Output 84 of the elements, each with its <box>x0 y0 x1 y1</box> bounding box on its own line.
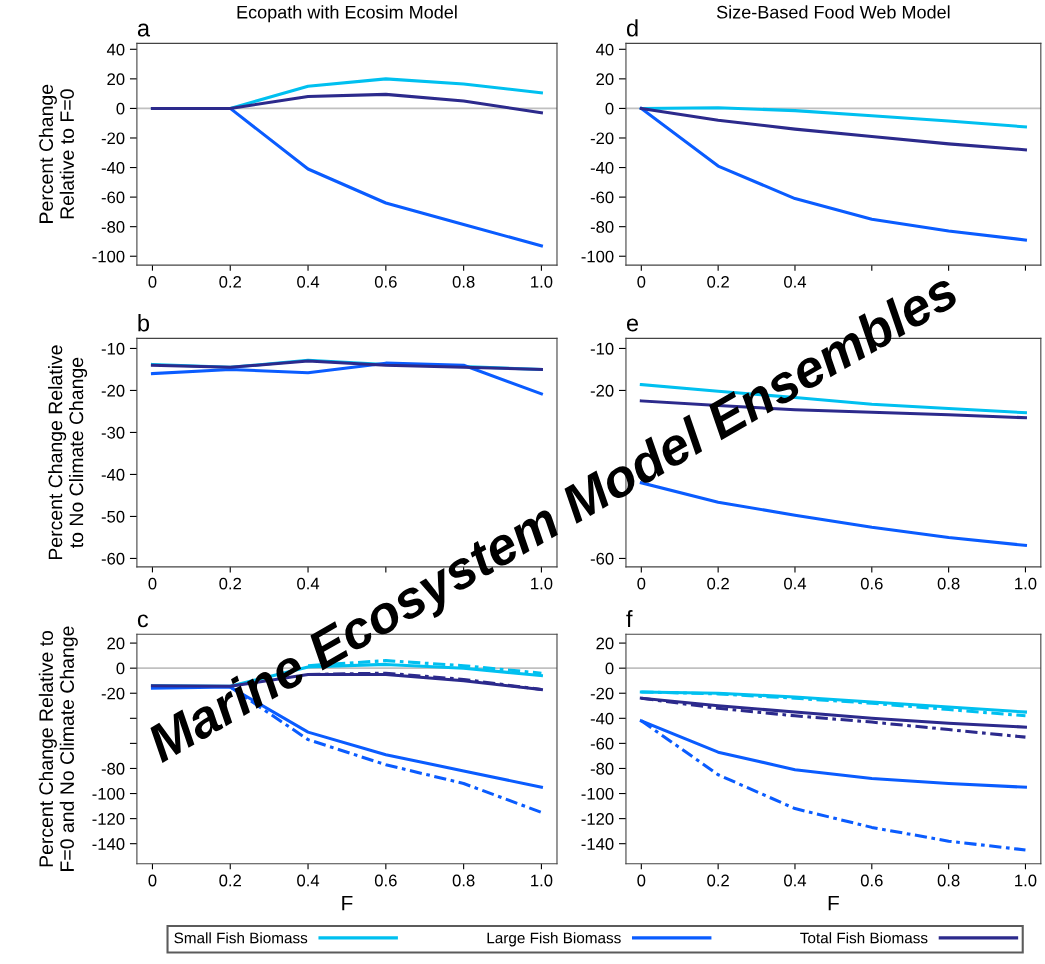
y-tick-label: -40 <box>590 712 614 725</box>
y-tick-label: -140 <box>92 838 125 850</box>
x-tick-label: 0 <box>637 577 646 590</box>
x-tick-label: 0.4 <box>297 874 320 887</box>
text: e <box>626 318 639 332</box>
chart-title: Ecopath with Ecosim Model <box>237 5 457 23</box>
y-tick-label: 40 <box>596 43 614 56</box>
x-axis-title: F <box>828 896 839 911</box>
x-tick-label: 0.4 <box>784 577 807 590</box>
y-axis-title: Percent Change Relative to No Climate Change <box>48 345 88 560</box>
y-tick-label: -10 <box>101 342 125 355</box>
y-tick-label: -20 <box>101 384 125 397</box>
y-tick-label: 0 <box>605 662 614 675</box>
y-tick-label: -120 <box>92 813 125 825</box>
x-tick-label: 0.2 <box>707 577 729 590</box>
x-tick-label: 1.0 <box>1015 577 1037 590</box>
y-tick-label: -60 <box>101 552 125 565</box>
x-tick-label: 0.2 <box>219 275 241 288</box>
y-tick-label: 40 <box>106 43 125 56</box>
x-tick-label: 0.8 <box>452 874 475 887</box>
y-tick-label: -100 <box>92 250 125 263</box>
x-tick-label: 0.4 <box>784 874 807 887</box>
y-tick-label: -100 <box>581 250 614 263</box>
y-tick-label: 0 <box>116 662 125 675</box>
x-tick-label: 0 <box>148 874 157 887</box>
x-tick-label: 0.6 <box>860 577 883 590</box>
x-tick-label: 0.2 <box>219 874 241 887</box>
y-axis-title: Percent Change Relative to F=0 and No Climate Change <box>38 626 78 871</box>
x-tick-label: 0 <box>148 577 157 590</box>
text: b <box>138 314 150 332</box>
y-tick-label: -20 <box>101 132 125 145</box>
chart-title: Size-Based Food Web Model <box>716 5 950 19</box>
text: f <box>626 610 633 628</box>
x-tick-label: 1.0 <box>531 874 553 887</box>
x-tick-label: 0.2 <box>707 874 729 887</box>
y-tick-label: -40 <box>101 468 125 481</box>
x-tick-label: 0 <box>637 874 646 887</box>
x-tick-label: 0 <box>148 275 157 288</box>
x-tick-label: 1.0 <box>531 275 553 288</box>
y-tick-label: 0 <box>605 102 614 115</box>
text: a <box>137 23 151 37</box>
y-tick-label: -80 <box>590 221 614 233</box>
y-tick-label: 20 <box>107 637 125 650</box>
x-tick-label: 0.4 <box>297 275 320 288</box>
y-tick-label: -20 <box>590 687 614 700</box>
y-tick-label: 20 <box>596 637 614 650</box>
y-tick-label: -50 <box>101 510 125 523</box>
x-tick-label: 0.2 <box>219 577 241 590</box>
y-tick-label: 20 <box>596 73 614 86</box>
y-tick-label: -20 <box>101 687 125 700</box>
y-tick-label: -40 <box>101 161 125 174</box>
y-tick-label: -140 <box>581 838 614 850</box>
x-tick-label: 0.8 <box>937 874 960 887</box>
x-tick-label: 1.0 <box>1015 874 1037 887</box>
legend-label: Large Fish Biomass <box>487 932 621 947</box>
y-axis-title: Percent Change Relative to F=0 <box>38 84 74 223</box>
text: d <box>626 19 638 37</box>
legend-label: Small Fish Biomass <box>174 932 308 944</box>
y-tick-label: 20 <box>107 73 125 86</box>
y-tick-label: -100 <box>581 787 614 800</box>
y-tick-label: -80 <box>101 762 125 775</box>
y-tick-label: -30 <box>101 426 125 439</box>
x-axis-title: F <box>342 896 353 911</box>
y-tick-label: -60 <box>101 191 125 204</box>
x-tick-label: 0.6 <box>374 275 397 288</box>
x-tick-label: 0.6 <box>374 874 397 887</box>
y-tick-label: -10 <box>590 342 614 355</box>
y-tick-label: -20 <box>590 384 614 397</box>
y-tick-label: -60 <box>590 191 614 204</box>
y-tick-label: -80 <box>101 221 125 233</box>
y-tick-label: -80 <box>590 762 614 775</box>
text: c <box>137 614 149 628</box>
y-tick-label: -60 <box>590 737 614 750</box>
y-tick-label: -60 <box>590 552 614 565</box>
legend-label: Total Fish Biomass <box>800 932 928 944</box>
x-tick-label: 0.8 <box>452 275 475 288</box>
y-tick-label: -20 <box>590 132 614 145</box>
y-tick-label: -100 <box>92 787 125 800</box>
y-tick-label: -120 <box>581 813 614 825</box>
y-tick-label: 0 <box>116 102 125 115</box>
y-tick-label: -40 <box>590 161 614 174</box>
x-tick-label: 0 <box>637 275 646 288</box>
x-tick-label: 0.8 <box>937 577 960 590</box>
x-tick-label: 0.6 <box>860 874 883 887</box>
